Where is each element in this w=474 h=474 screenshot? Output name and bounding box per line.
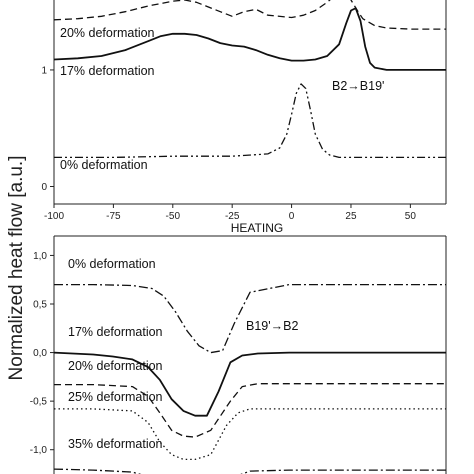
cooling-y-tick-label: -1,0 [30,445,48,456]
y-axis-title: Normalized heat flow [a.u.] [6,156,27,381]
cooling-label-0: 0% deformation [68,257,156,271]
cooling-label-25: 25% deformation [68,390,163,404]
heating-x-tick-label: -100 [44,211,64,222]
cooling-series-0-deformation [54,283,446,354]
cooling-label-17: 17% deformation [68,325,163,339]
heating-x-tick-label: -50 [166,211,181,222]
cooling-label-20: 20% deformation [68,359,163,373]
cooling-label-35: 35% deformation [68,437,163,451]
heating-label-0: 0% deformation [60,158,148,172]
cooling-series-17-deformation [54,351,446,417]
cooling-y-tick-label: 1,0 [33,251,47,262]
heating-x-tick-label: -25 [225,211,240,222]
heating-panel: -100 -75 -50 -25 0 25 50 0 1 HEATING 20% deform… [41,0,447,235]
heating-y-tick-label: 0 [41,182,47,193]
cooling-transition-annotation: B19'→B2 [246,319,298,333]
cooling-series-35-deformation [54,468,446,474]
cooling-series-20-deformation [54,383,446,438]
cooling-y-tick-label: -0,5 [30,397,48,408]
cooling-series-25-deformation [54,408,446,461]
cooling-y-tick-label: 0,0 [33,348,47,359]
heating-x-tick-label: 25 [345,211,357,222]
heating-transition-annotation: B2→B19' [332,79,384,93]
heating-series-20-deformation [54,0,446,30]
heating-x-tick-label: 50 [405,211,417,222]
heating-x-tick-label: -75 [106,211,121,222]
cooling-y-tick-label: 0,5 [33,300,47,311]
heating-label-20: 20% deformation [60,26,155,40]
heating-x-axis-label: HEATING [231,221,283,235]
heating-y-tick-label: 1 [41,65,47,76]
cooling-panel: 1,0 0,5 0,0 -0,5 -1,0 0% deformation 17% def… [30,235,447,474]
heating-x-tick-label: 0 [289,211,295,222]
heating-series-17-deformation [54,7,446,71]
heating-series-0-deformation [54,83,446,159]
heating-label-17: 17% deformation [60,64,155,78]
